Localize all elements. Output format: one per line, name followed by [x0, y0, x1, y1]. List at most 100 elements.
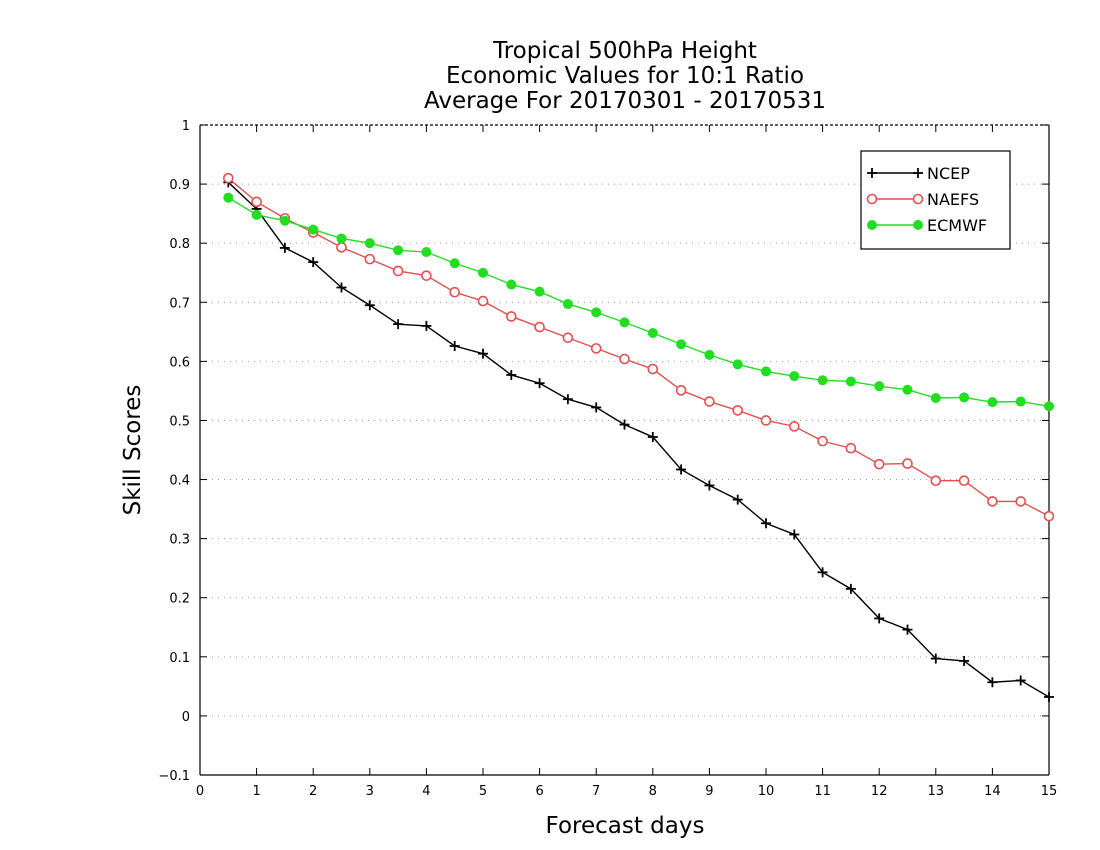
title-line-3: Average For 20170301 - 20170531: [424, 88, 826, 114]
data-point-ecmwf: [761, 366, 771, 377]
data-point-naefs: [477, 295, 489, 307]
y-tick-label: 0.5: [169, 414, 190, 429]
data-point-ecmwf: [421, 247, 432, 258]
data-point-ecmwf: [393, 245, 404, 256]
data-point-ecmwf: [930, 393, 941, 403]
x-tick-label: 1: [252, 784, 260, 799]
data-point-ncep: [930, 653, 941, 664]
data-point-ecmwf: [562, 299, 573, 310]
series-ecmwf: [223, 192, 1054, 412]
legend-marker: [912, 193, 924, 205]
data-point-ecmwf: [308, 224, 319, 235]
data-point-ecmwf: [1044, 401, 1054, 412]
data-point-ecmwf: [647, 328, 658, 338]
y-tick-label: 0.8: [169, 237, 190, 252]
data-point-ncep: [817, 567, 828, 578]
data-point-naefs: [845, 442, 857, 454]
legend-marker: [866, 193, 878, 205]
x-tick-label: 11: [814, 784, 831, 799]
data-point-naefs: [336, 242, 347, 253]
data-point-ncep: [336, 282, 347, 293]
y-tick-label: 0.1: [169, 651, 190, 666]
x-tick-label: 8: [649, 784, 657, 799]
data-point-ecmwf: [478, 267, 488, 278]
data-point-ecmwf: [902, 384, 913, 395]
data-point-ncep: [534, 378, 545, 389]
x-axis-ticks: 0 1 2 3 4 5 6 7 8 9 10 11 12 13 14 15: [196, 125, 1057, 799]
data-point-ecmwf: [223, 192, 234, 203]
data-point-ncep: [761, 518, 771, 529]
data-point-ncep: [874, 613, 885, 624]
data-point-naefs: [930, 475, 942, 487]
x-tick-label: 5: [479, 784, 487, 799]
data-point-naefs: [647, 363, 659, 375]
y-tick-label: 0.7: [169, 296, 190, 311]
data-point-naefs: [732, 405, 744, 416]
y-tick-label: 0.3: [169, 533, 190, 548]
data-point-ncep: [308, 257, 319, 268]
data-point-ncep: [647, 432, 658, 442]
title-line-2: Economic Values for 10:1 Ratio: [446, 63, 804, 89]
data-point-ecmwf: [364, 238, 375, 249]
data-point-ecmwf: [817, 375, 828, 386]
data-point-ecmwf: [732, 359, 743, 370]
data-point-ncep: [279, 242, 290, 253]
legend-marker: [867, 168, 877, 178]
data-point-ncep: [732, 494, 743, 505]
y-axis-ticks: −0.1 0 0.1 0.2 0.3 0.4 0.5 0.6 0.7 0.8 0.9 1: [158, 119, 1049, 784]
data-point-ecmwf: [534, 286, 545, 297]
data-point-ecmwf: [279, 215, 290, 226]
series-naefs: [223, 172, 1055, 522]
data-point-naefs: [760, 415, 772, 426]
data-point-naefs: [534, 321, 545, 333]
data-point-ncep: [902, 624, 913, 635]
legend-label: NAEFS: [927, 190, 979, 209]
x-tick-label: 3: [366, 784, 374, 799]
data-point-ncep: [364, 300, 375, 311]
legend-item-naefs: NAEFS: [866, 190, 979, 209]
legend-label: NCEP: [927, 164, 970, 183]
y-axis-title: Skill Scores: [120, 385, 146, 516]
data-point-naefs: [987, 496, 998, 507]
data-point-ecmwf: [506, 279, 517, 290]
data-point-ecmwf: [987, 397, 998, 408]
data-point-ecmwf: [704, 349, 715, 360]
x-tick-label: 9: [705, 784, 713, 799]
y-tick-label: −0.1: [158, 769, 190, 784]
data-point-ncep: [676, 464, 687, 475]
data-point-ncep: [591, 402, 602, 413]
data-point-naefs: [421, 270, 432, 281]
data-point-naefs: [788, 421, 800, 432]
data-point-naefs: [902, 458, 913, 469]
data-point-ecmwf: [789, 371, 800, 382]
data-point-ncep: [619, 419, 630, 430]
data-point-naefs: [392, 265, 404, 277]
data-point-ncep: [449, 341, 460, 351]
data-point-naefs: [505, 311, 517, 322]
legend-item-ncep: NCEP: [867, 164, 970, 183]
data-point-ecmwf: [959, 392, 970, 403]
y-tick-label: 0.6: [169, 355, 190, 370]
data-point-naefs: [223, 172, 234, 184]
x-tick-label: 15: [1041, 784, 1058, 799]
data-point-naefs: [562, 332, 574, 344]
data-point-naefs: [958, 475, 970, 487]
x-tick-label: 6: [535, 784, 543, 799]
data-point-naefs: [590, 343, 602, 354]
data-point-ecmwf: [619, 317, 630, 328]
data-point-naefs: [364, 253, 376, 265]
x-tick-label: 7: [592, 784, 600, 799]
data-point-ncep: [959, 655, 970, 666]
x-tick-label: 0: [196, 784, 204, 799]
data-point-ncep: [562, 394, 573, 405]
series-line-ncep: [227, 181, 1050, 698]
legend-item-ecmwf: ECMWF: [867, 216, 987, 235]
y-tick-label: 0: [182, 710, 190, 725]
title-line-1: Tropical 500hPa Height: [492, 38, 757, 64]
x-tick-label: 10: [758, 784, 775, 799]
data-point-ncep: [704, 480, 715, 491]
data-point-ncep: [393, 319, 404, 330]
legend-label: ECMWF: [927, 216, 987, 235]
x-axis-title: Forecast days: [546, 813, 705, 839]
